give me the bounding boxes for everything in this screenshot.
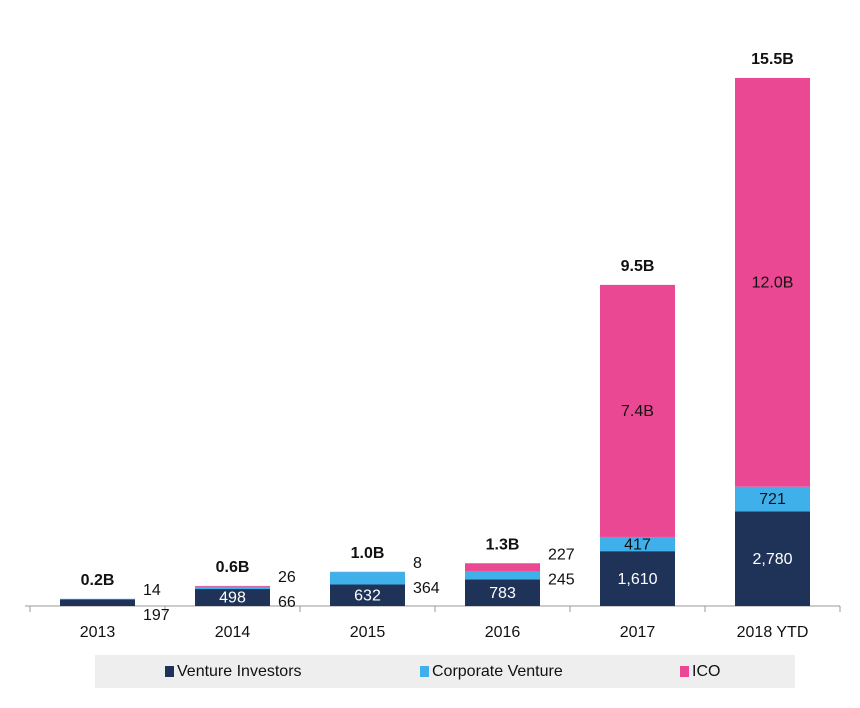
bar-segment xyxy=(600,284,675,537)
bar-segment xyxy=(195,589,270,606)
data-label: 364 xyxy=(413,580,440,597)
bar-segment xyxy=(600,536,675,552)
bar-segment xyxy=(330,584,405,606)
x-tick-label: 2016 xyxy=(485,624,521,641)
data-label: 417 xyxy=(624,536,651,553)
data-label: 498 xyxy=(219,590,246,607)
data-label: 721 xyxy=(759,491,786,508)
data-label: 632 xyxy=(354,587,381,604)
x-tick-label: 2017 xyxy=(620,624,656,641)
legend-swatch xyxy=(420,666,429,677)
data-label: 227 xyxy=(548,546,575,563)
bar-segment xyxy=(330,572,405,585)
bar-segment xyxy=(195,586,270,590)
data-label: 12.0B xyxy=(752,275,794,292)
data-label: 1,610 xyxy=(617,571,657,588)
data-label: 14 xyxy=(143,582,161,599)
total-label: 1.0B xyxy=(351,545,385,562)
bar-segment xyxy=(735,77,810,487)
legend-label: Venture Investors xyxy=(177,663,302,680)
total-label: 0.6B xyxy=(216,559,250,576)
legend-label: Corporate Venture xyxy=(432,663,563,680)
bar-segment xyxy=(195,585,270,587)
x-tick-label: 2014 xyxy=(215,624,251,641)
bar-segment xyxy=(465,579,540,606)
total-label: 9.5B xyxy=(621,258,655,275)
data-label: 245 xyxy=(548,571,575,588)
data-label: 783 xyxy=(489,585,516,602)
legend-label: ICO xyxy=(692,663,720,680)
legend-box xyxy=(95,655,795,688)
data-label: 7.4B xyxy=(621,403,654,420)
x-tick-label: 2013 xyxy=(80,624,116,641)
data-label: 66 xyxy=(278,594,296,611)
bar-segment xyxy=(600,551,675,606)
bar-segment xyxy=(465,570,540,580)
x-tick-label: 2015 xyxy=(350,624,386,641)
total-label: 0.2B xyxy=(81,572,115,589)
bar-segment xyxy=(735,511,810,606)
legend-swatch xyxy=(680,666,689,677)
data-label: 2,780 xyxy=(752,551,792,568)
legend-swatch xyxy=(165,666,174,677)
bar-segment xyxy=(60,599,135,606)
total-label: 1.3B xyxy=(486,536,520,553)
data-label: 26 xyxy=(278,569,296,586)
x-tick-label: 2018 YTD xyxy=(737,624,809,641)
data-label: 8 xyxy=(413,555,422,572)
bar-segment xyxy=(465,563,540,571)
data-label: 197 xyxy=(143,607,170,624)
bar-segment xyxy=(735,486,810,512)
total-label: 15.5B xyxy=(751,51,794,68)
